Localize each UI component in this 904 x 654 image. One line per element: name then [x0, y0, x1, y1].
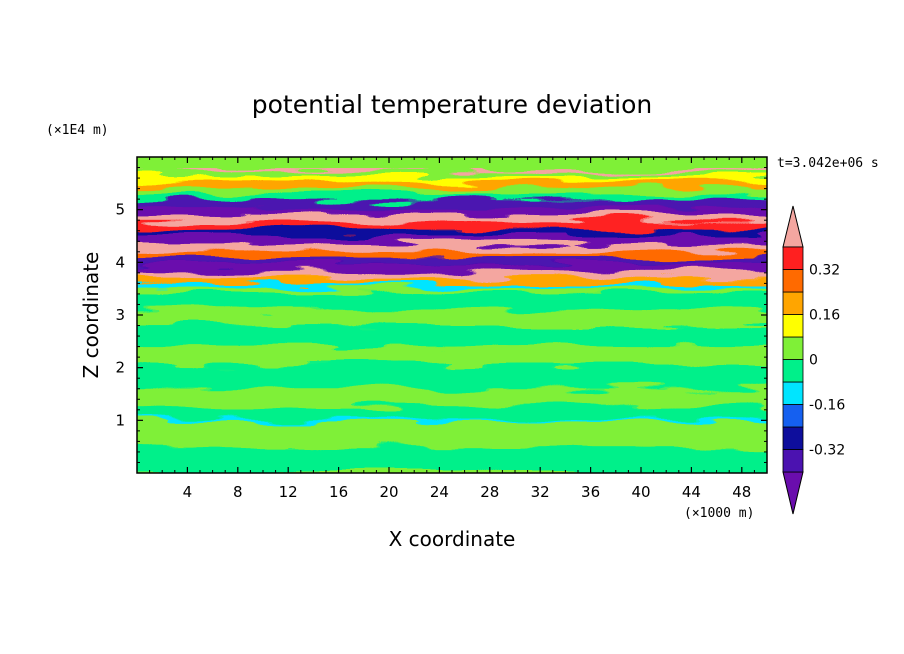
x-tick-label: 36 — [581, 483, 600, 501]
y-tick-label: 2 — [115, 359, 125, 377]
colorbar-segment — [782, 426, 804, 450]
x-tick-label: 20 — [379, 483, 398, 501]
contour-band — [137, 406, 767, 420]
contour-band — [137, 181, 767, 190]
contour-band — [137, 446, 767, 473]
contour-band — [137, 176, 767, 183]
contour-band — [137, 208, 767, 216]
contour-band — [137, 346, 767, 366]
colorbar-segment — [782, 359, 804, 383]
contour-band — [137, 271, 767, 279]
x-tick-label: 16 — [329, 483, 348, 501]
x-unit-label: (×1000 m) — [684, 506, 754, 521]
contour-band — [137, 168, 767, 173]
colorbar-min-arrow — [782, 471, 804, 515]
time-label: t=3.042e+06 s — [777, 156, 879, 171]
colorbar-label: 0.32 — [809, 263, 840, 279]
contour-band — [137, 388, 767, 408]
contour-band — [137, 199, 767, 210]
colorbar-segment — [782, 269, 804, 293]
y-tick-label: 5 — [115, 201, 125, 219]
colorbar-segment — [782, 449, 804, 473]
y-tick-label: 3 — [115, 306, 125, 324]
colorbar: -0.32 -0.16 0 0.16 0.32 — [782, 205, 845, 515]
contour-band — [137, 171, 767, 178]
colorbar-label: 0 — [809, 353, 818, 369]
x-tick-label: 24 — [430, 483, 449, 501]
contour-band — [137, 235, 767, 245]
contour-band — [137, 188, 767, 196]
y-tick-label: 1 — [115, 411, 125, 429]
contour-band — [137, 421, 767, 448]
contour-band — [137, 243, 767, 253]
contour-band — [137, 263, 767, 273]
contour-band — [137, 257, 767, 265]
contour-band — [137, 221, 767, 231]
contour-band — [137, 277, 767, 285]
contour-band — [137, 229, 767, 237]
contour-band — [137, 325, 767, 348]
colorbar-label: 0.16 — [809, 308, 840, 324]
x-tick-label: 28 — [480, 483, 499, 501]
x-axis-title: X coordinate — [389, 527, 516, 551]
colorbar-segment — [782, 291, 804, 315]
colorbar-segment — [782, 336, 804, 360]
contour-band — [137, 364, 767, 390]
y-unit-label: (×1E4 m) — [46, 123, 109, 138]
colorbar-segment — [782, 404, 804, 428]
x-tick-label: 8 — [233, 483, 243, 501]
colorbar-segment — [782, 381, 804, 405]
x-tick-label: 4 — [183, 483, 193, 501]
colorbar-label: -0.16 — [809, 398, 845, 414]
contour-band — [137, 293, 767, 311]
contour-band — [137, 309, 767, 327]
contour-band — [137, 418, 767, 423]
chart-title: potential temperature deviation — [252, 90, 652, 119]
contour-band — [137, 288, 767, 295]
x-tick-label: 12 — [279, 483, 298, 501]
y-axis-title: Z coordinate — [79, 252, 103, 379]
contour-band — [137, 283, 767, 290]
contour-band — [137, 251, 767, 259]
x-tick-label: 32 — [531, 483, 550, 501]
x-tick-label: 48 — [732, 483, 751, 501]
contour-bands — [137, 168, 767, 473]
x-tick-label: 40 — [631, 483, 650, 501]
contour-band — [137, 214, 767, 223]
colorbar-segment — [782, 246, 804, 270]
plot-area — [137, 157, 767, 473]
colorbar-segment — [782, 314, 804, 338]
colorbar-max-arrow — [782, 205, 804, 248]
colorbar-label: -0.32 — [809, 443, 845, 459]
contour-band — [137, 194, 767, 201]
y-tick-label: 4 — [115, 253, 125, 271]
y-axis-ticks: 1 2 3 4 5 — [115, 167, 767, 463]
x-tick-label: 44 — [682, 483, 701, 501]
x-axis-ticks: 4 8 12 16 20 24 28 32 36 40 44 48 — [149, 157, 755, 501]
